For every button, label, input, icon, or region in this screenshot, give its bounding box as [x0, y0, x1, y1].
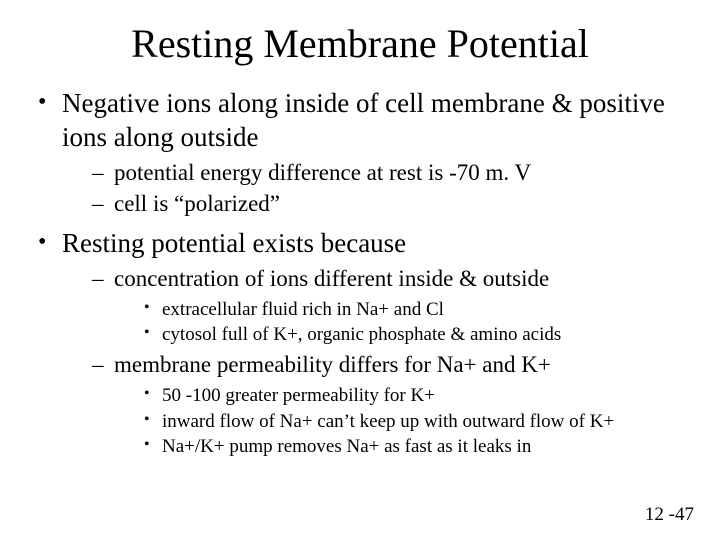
bullet-list-level2: potential energy difference at rest is -… [62, 159, 688, 220]
bullet-list-level2: concentration of ions different inside &… [62, 265, 688, 459]
bullet-list-level1: Negative ions along inside of cell membr… [0, 87, 720, 459]
list-item: Resting potential exists because concent… [32, 227, 688, 459]
bullet-list-level3: 50 -100 greater permeability for K+ inwa… [114, 384, 688, 459]
bullet-text: membrane permeability differs for Na+ an… [114, 352, 551, 377]
list-item: 50 -100 greater permeability for K+ [142, 384, 688, 408]
bullet-text: Resting potential exists because [62, 228, 406, 258]
list-item: cytosol full of K+, organic phosphate & … [142, 323, 688, 347]
slide-number: 12 -47 [645, 504, 694, 526]
slide-title: Resting Membrane Potential [0, 0, 720, 87]
bullet-text: extracellular fluid rich in Na+ and Cl [162, 299, 444, 320]
list-item: Negative ions along inside of cell membr… [32, 87, 688, 219]
bullet-text: Na+/K+ pump removes Na+ as fast as it le… [162, 436, 531, 457]
bullet-text: potential energy difference at rest is -… [114, 160, 531, 185]
slide: Resting Membrane Potential Negative ions… [0, 0, 720, 540]
bullet-text: cytosol full of K+, organic phosphate & … [162, 324, 561, 345]
bullet-text: Negative ions along inside of cell membr… [62, 88, 665, 152]
list-item: inward flow of Na+ can’t keep up with ou… [142, 410, 688, 434]
list-item: Na+/K+ pump removes Na+ as fast as it le… [142, 435, 688, 459]
list-item: potential energy difference at rest is -… [90, 159, 688, 188]
bullet-text: cell is “polarized” [114, 191, 280, 216]
bullet-text: concentration of ions different inside &… [114, 266, 549, 291]
list-item: membrane permeability differs for Na+ an… [90, 351, 688, 459]
list-item: concentration of ions different inside &… [90, 265, 688, 347]
list-item: cell is “polarized” [90, 190, 688, 219]
bullet-text: inward flow of Na+ can’t keep up with ou… [162, 411, 614, 432]
bullet-text: 50 -100 greater permeability for K+ [162, 385, 435, 406]
bullet-list-level3: extracellular fluid rich in Na+ and Cl c… [114, 298, 688, 348]
list-item: extracellular fluid rich in Na+ and Cl [142, 298, 688, 322]
